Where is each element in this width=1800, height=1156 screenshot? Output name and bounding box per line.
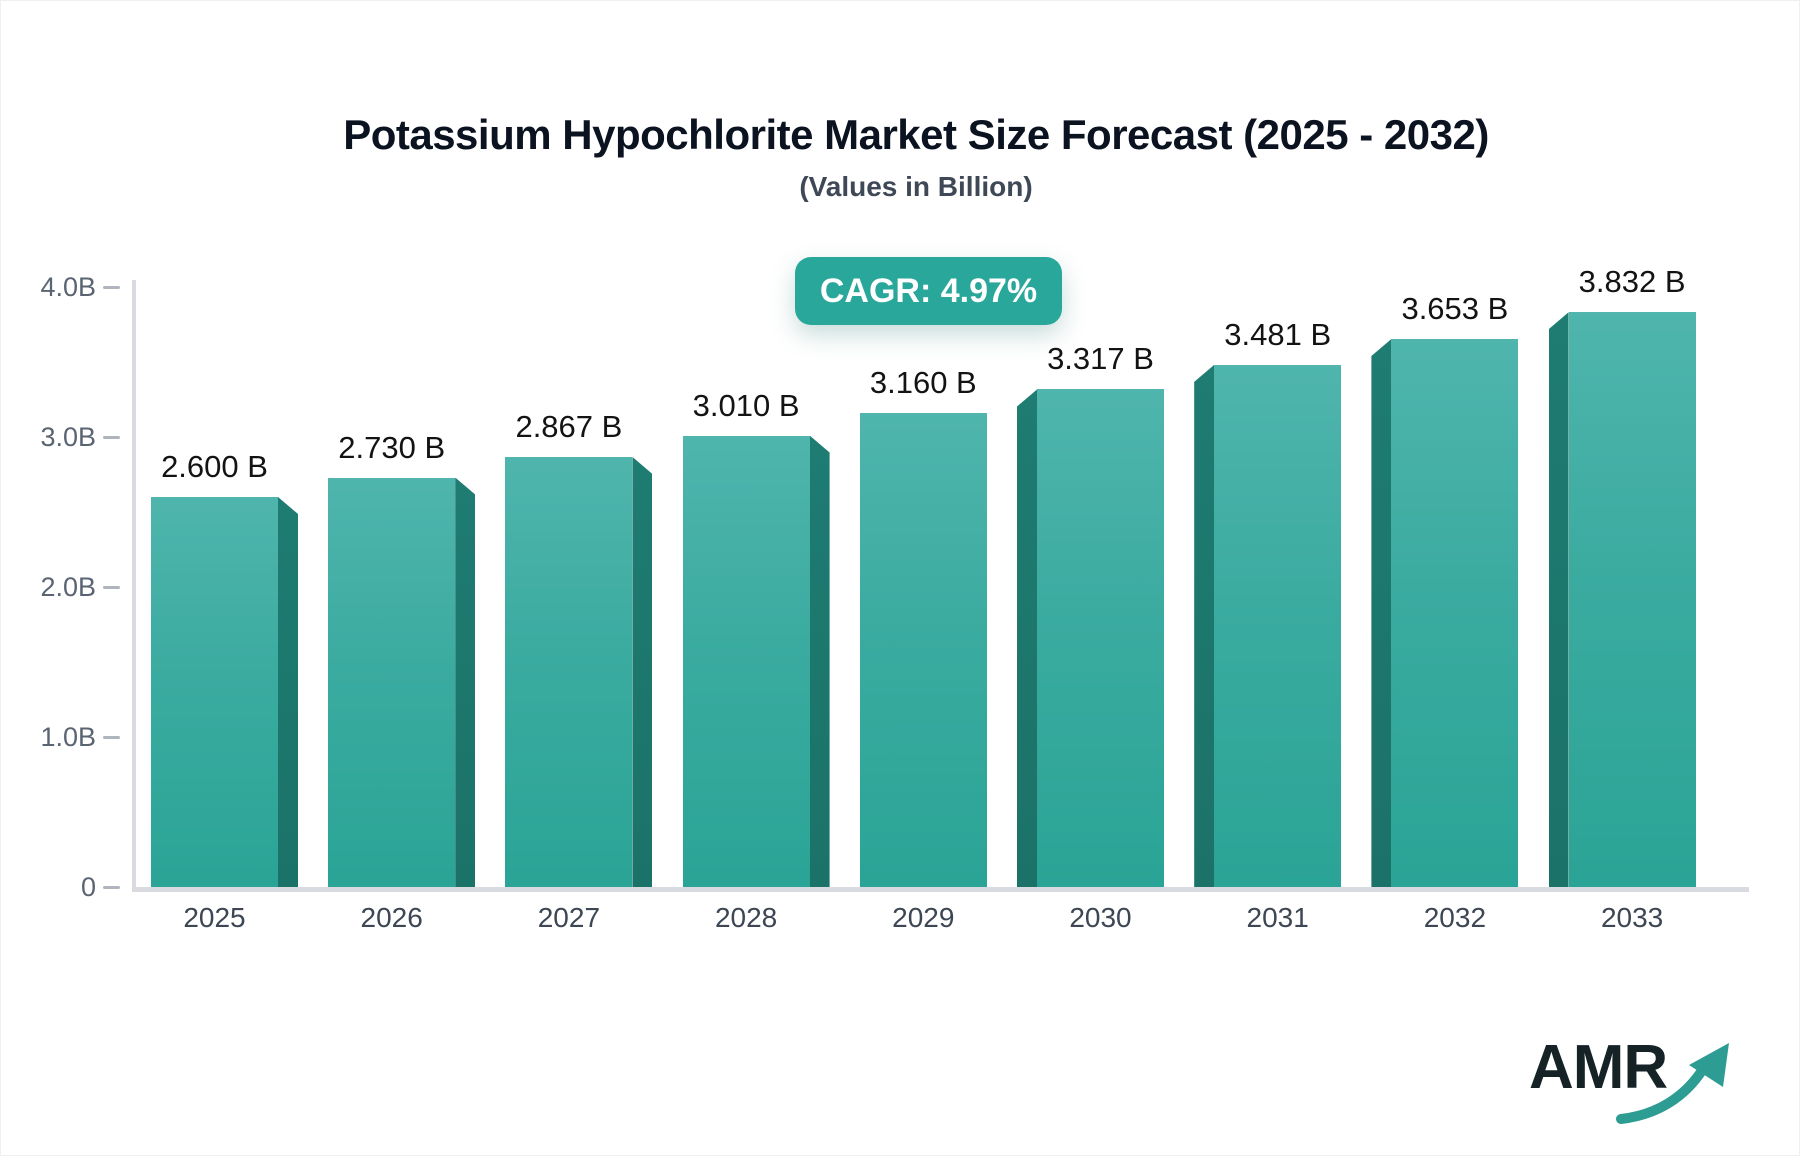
bar-3d-side-2025 [278, 497, 298, 887]
growth-arrow-icon [1616, 1043, 1729, 1124]
x-axis-label-2027: 2027 [537, 902, 601, 933]
brand-logo: AMR [1529, 1031, 1739, 1131]
page-title: Potassium Hypochlorite Market Size Forec… [343, 111, 1489, 158]
bar-value-label: 2.730 B [338, 429, 446, 465]
brand-logo-text: AMR [1529, 1033, 1668, 1102]
bar-2026[interactable] [328, 477, 456, 887]
y-axis-line [132, 280, 136, 892]
y-axis-tick-label: 3.0B [40, 422, 96, 452]
bar-2030[interactable] [1037, 389, 1164, 887]
bar-value-label: 3.653 B [1401, 291, 1509, 327]
bar-3d-side-2030 [1017, 389, 1037, 887]
bar-value-label: 2.600 B [161, 449, 268, 484]
bar-2027[interactable] [505, 456, 633, 887]
y-axis-tick-mark [103, 586, 120, 589]
bar-value-label: 3.481 B [1224, 316, 1332, 352]
bar-value-label: 3.160 B [869, 365, 977, 400]
y-axis-tick-mark [103, 736, 120, 739]
bar-3d-side-2027 [632, 456, 653, 887]
bar-3d-side-2033 [1548, 312, 1569, 887]
x-axis-label-2032: 2032 [1423, 902, 1487, 933]
bar-value-label: 2.867 B [515, 408, 623, 444]
page-subtitle: (Values in Billion) [799, 171, 1033, 202]
y-axis-tick-mark [103, 886, 120, 889]
bar-3d-side-2026 [455, 477, 476, 887]
x-axis-label-2031: 2031 [1246, 902, 1309, 933]
y-axis-tick-label: 2.0B [40, 572, 96, 602]
cagr-badge: CAGR: 4.97% [795, 257, 1062, 325]
bar-value-label: 3.832 B [1578, 264, 1686, 300]
bar-value-label: 3.317 B [1047, 341, 1154, 377]
y-axis-tick-mark [103, 286, 120, 289]
bar-3d-side-2032 [1371, 339, 1392, 887]
y-axis-tick-label: 1.0B [40, 722, 96, 752]
bar-2031[interactable] [1214, 364, 1342, 887]
x-axis-label-2028: 2028 [714, 902, 778, 933]
x-axis-label-2033: 2033 [1600, 902, 1664, 933]
x-axis-label-2030: 2030 [1069, 902, 1132, 933]
x-axis-label-2026: 2026 [360, 902, 423, 933]
bar-2032[interactable] [1391, 339, 1519, 887]
bar-3d-side-2031 [1194, 364, 1215, 887]
bar-value-label: 3.010 B [692, 387, 800, 423]
bar-2028[interactable] [682, 435, 810, 887]
bar-2025[interactable] [151, 497, 278, 887]
x-axis-label-2029: 2029 [892, 902, 955, 933]
bar-3d-side-2028 [809, 435, 830, 887]
y-axis-tick-mark [103, 436, 120, 439]
y-axis-tick-label: 4.0B [40, 272, 96, 302]
bar-2029[interactable] [859, 413, 987, 887]
y-axis-tick-label: 0 [80, 872, 96, 902]
x-axis-label-2025: 2025 [183, 902, 246, 933]
x-axis-line [132, 887, 1749, 892]
bar-2033[interactable] [1568, 312, 1696, 887]
